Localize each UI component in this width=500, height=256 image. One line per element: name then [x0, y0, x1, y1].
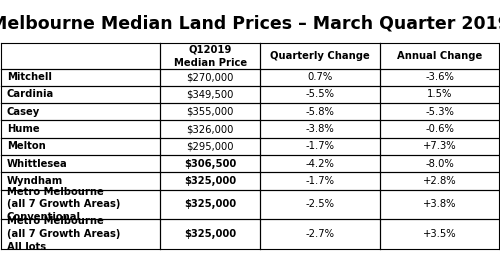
Text: -3.6%: -3.6% — [425, 72, 454, 82]
Text: $325,000: $325,000 — [184, 199, 236, 209]
Text: $325,000: $325,000 — [184, 176, 236, 186]
Text: $306,500: $306,500 — [184, 159, 236, 169]
Text: 1.5%: 1.5% — [427, 90, 452, 100]
Text: -2.7%: -2.7% — [306, 229, 334, 239]
Text: Metro Melbourne
(all 7 Growth Areas)
Conventional: Metro Melbourne (all 7 Growth Areas) Con… — [6, 187, 120, 222]
Text: -2.5%: -2.5% — [306, 199, 334, 209]
Text: $349,500: $349,500 — [186, 90, 234, 100]
Text: $325,000: $325,000 — [184, 229, 236, 239]
Text: +2.8%: +2.8% — [422, 176, 456, 186]
Text: Melton: Melton — [6, 141, 46, 151]
Text: $355,000: $355,000 — [186, 107, 234, 117]
Text: Q12019
Median Price: Q12019 Median Price — [174, 44, 246, 68]
Text: Melbourne Median Land Prices – March Quarter 2019: Melbourne Median Land Prices – March Qua… — [0, 14, 500, 32]
Text: -1.7%: -1.7% — [306, 141, 334, 151]
Text: Casey: Casey — [6, 107, 40, 117]
Text: Annual Change: Annual Change — [397, 51, 482, 61]
Text: Whittlesea: Whittlesea — [6, 159, 68, 169]
Text: $270,000: $270,000 — [186, 72, 234, 82]
Text: -3.8%: -3.8% — [306, 124, 334, 134]
Text: +3.5%: +3.5% — [422, 229, 456, 239]
Text: Hume: Hume — [6, 124, 40, 134]
Text: -5.5%: -5.5% — [306, 90, 334, 100]
Text: -1.7%: -1.7% — [306, 176, 334, 186]
Text: +7.3%: +7.3% — [422, 141, 456, 151]
Text: -0.6%: -0.6% — [425, 124, 454, 134]
Text: -4.2%: -4.2% — [306, 159, 334, 169]
Text: -5.3%: -5.3% — [425, 107, 454, 117]
Text: Mitchell: Mitchell — [6, 72, 52, 82]
Text: Quarterly Change: Quarterly Change — [270, 51, 370, 61]
Text: +3.8%: +3.8% — [422, 199, 456, 209]
Text: $326,000: $326,000 — [186, 124, 234, 134]
Text: Metro Melbourne
(all 7 Growth Areas)
All lots: Metro Melbourne (all 7 Growth Areas) All… — [6, 216, 120, 252]
Text: Cardinia: Cardinia — [6, 90, 54, 100]
Text: -5.8%: -5.8% — [306, 107, 334, 117]
Text: -8.0%: -8.0% — [425, 159, 454, 169]
Text: Wyndham: Wyndham — [6, 176, 63, 186]
Text: 0.7%: 0.7% — [307, 72, 332, 82]
Text: $295,000: $295,000 — [186, 141, 234, 151]
